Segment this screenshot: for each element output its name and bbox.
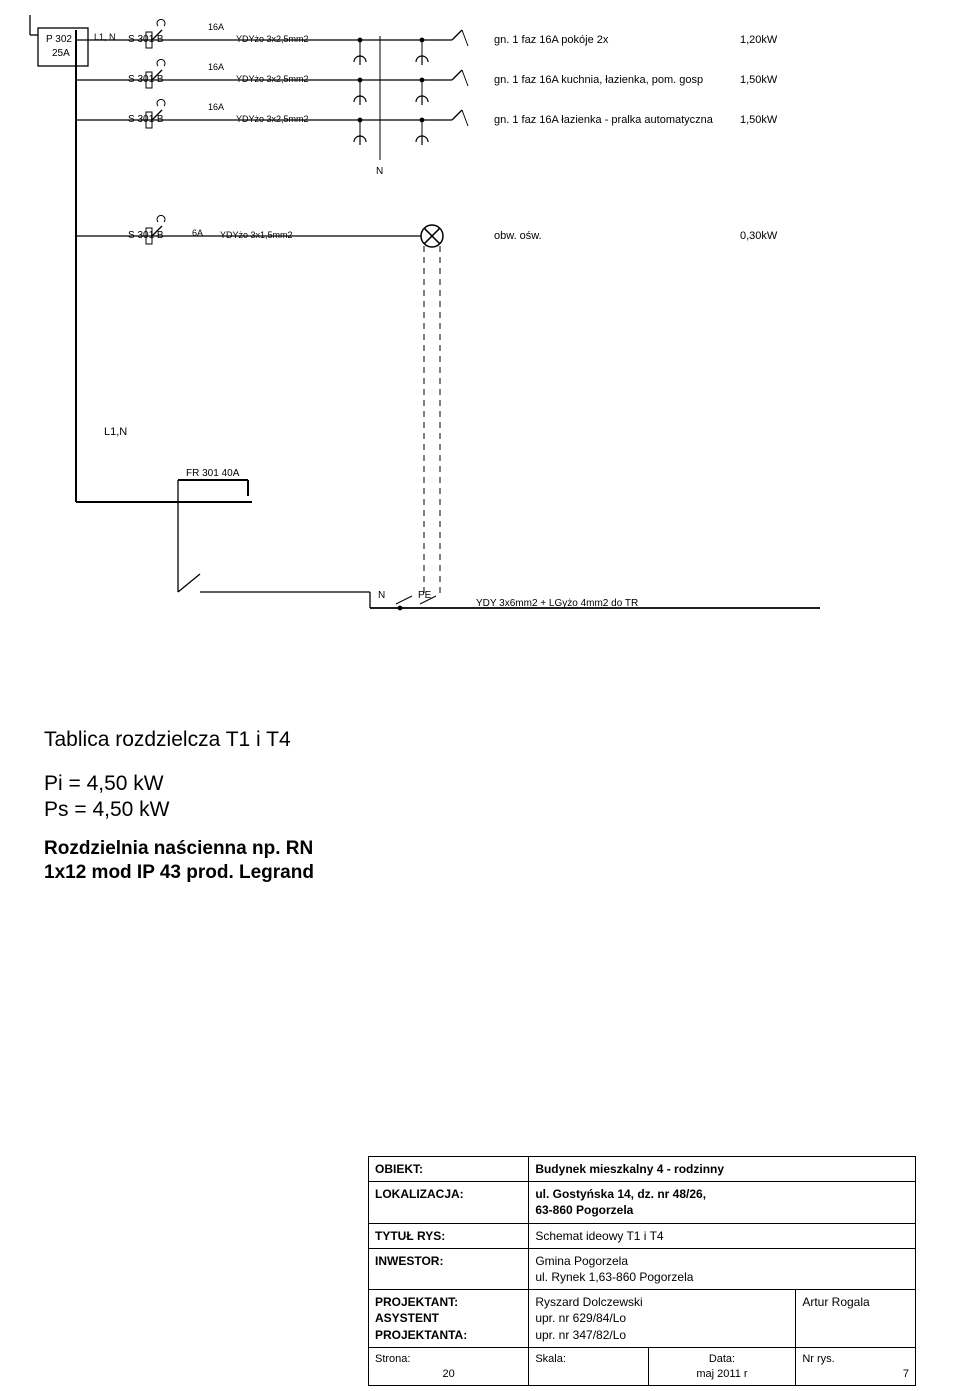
c1-rating: 16A: [208, 22, 224, 32]
obiekt-label: OBIEKT:: [369, 1157, 529, 1182]
proj-v1: Ryszard Dolczewski upr. nr 629/84/Lo upr…: [529, 1290, 796, 1348]
pi-value: Pi = 4,50 kW: [44, 772, 164, 796]
c3-desc: gn. 1 faz 16A łazienka - pralka automaty…: [494, 114, 713, 126]
panel-title: Tablica rozdzielcza T1 i T4: [44, 728, 291, 752]
inw-label: INWESTOR:: [369, 1248, 529, 1289]
c1-kw: 1,20kW: [740, 34, 777, 46]
fr-n: N: [378, 590, 385, 601]
lc-breaker: S 301 B: [128, 230, 164, 241]
c3-kw: 1,50kW: [740, 114, 777, 126]
nrrys-value: 7: [802, 1367, 909, 1382]
n-label: N: [376, 166, 383, 177]
c3-cable: YDYżo 3x2,5mm2: [236, 114, 309, 124]
nrrys-cell: Nr rys. 7: [796, 1347, 916, 1386]
data-label: Data:: [655, 1352, 790, 1367]
title-block: OBIEKT: Budynek mieszkalny 4 - rodzinny …: [368, 1156, 916, 1386]
main-breaker-label2: 25A: [52, 48, 70, 59]
lc-cable: YDYżo 3x1,5mm2: [220, 230, 293, 240]
strona-cell: Strona: 20: [369, 1347, 529, 1386]
lc-rating: 6A: [192, 228, 203, 238]
c2-rating: 16A: [208, 62, 224, 72]
strona-value: 20: [375, 1367, 522, 1382]
c1-cable: YDYżo 3x2,5mm2: [236, 34, 309, 44]
lok-label: LOKALIZACJA:: [369, 1182, 529, 1223]
c1-desc: gn. 1 faz 16A pokóje 2x: [494, 34, 608, 46]
enclosure-l2: 1x12 mod IP 43 prod. Legrand: [44, 862, 314, 884]
proj-v2: Artur Rogala: [796, 1290, 916, 1348]
fr-label: FR 301 40A: [186, 468, 239, 479]
strona-label: Strona:: [375, 1353, 410, 1365]
c1-breaker: S 301 B: [128, 34, 164, 45]
c2-cable: YDYżo 3x2,5mm2: [236, 74, 309, 84]
circuit-diagram: N: [0, 0, 960, 700]
inw-value: Gmina Pogorzela ul. Rynek 1,63-860 Pogor…: [529, 1248, 916, 1289]
main-breaker-label1: P 302: [46, 34, 72, 45]
main-breaker-phase: L1, N: [94, 32, 116, 42]
fr-circuit: [178, 480, 820, 610]
fr-bus-label: L1,N: [104, 426, 127, 438]
data-cell: Data: maj 2011 r: [648, 1347, 796, 1386]
skala-label: Skala:: [535, 1353, 566, 1365]
c3-breaker: S 301 B: [128, 114, 164, 125]
fr-cable: YDY 3x6mm2 + LGyżo 4mm2 do TR: [476, 598, 638, 609]
enclosure-l1: Rozdzielnia naścienna np. RN: [44, 838, 313, 860]
obiekt-value: Budynek mieszkalny 4 - rodzinny: [529, 1157, 916, 1182]
nrrys-label: Nr rys.: [802, 1353, 834, 1365]
lc-kw: 0,30kW: [740, 230, 777, 242]
c2-kw: 1,50kW: [740, 74, 777, 86]
c2-breaker: S 301 B: [128, 74, 164, 85]
ps-value: Ps = 4,50 kW: [44, 798, 169, 822]
fr-pe: PE: [418, 590, 431, 601]
c2-desc: gn. 1 faz 16A kuchnia, łazienka, pom. go…: [494, 74, 703, 86]
lok-value: ul. Gostyńska 14, dz. nr 48/26, 63-860 P…: [529, 1182, 916, 1223]
skala-cell: Skala:: [529, 1347, 648, 1386]
proj-label: PROJEKTANT: ASYSTENT PROJEKTANTA:: [369, 1290, 529, 1348]
tytul-label: TYTUŁ RYS:: [369, 1223, 529, 1248]
data-value: maj 2011 r: [655, 1367, 790, 1382]
lc-desc: obw. ośw.: [494, 230, 542, 242]
c3-rating: 16A: [208, 102, 224, 112]
light-circuit: [76, 215, 443, 598]
tytul-value: Schemat ideowy T1 i T4: [529, 1223, 916, 1248]
